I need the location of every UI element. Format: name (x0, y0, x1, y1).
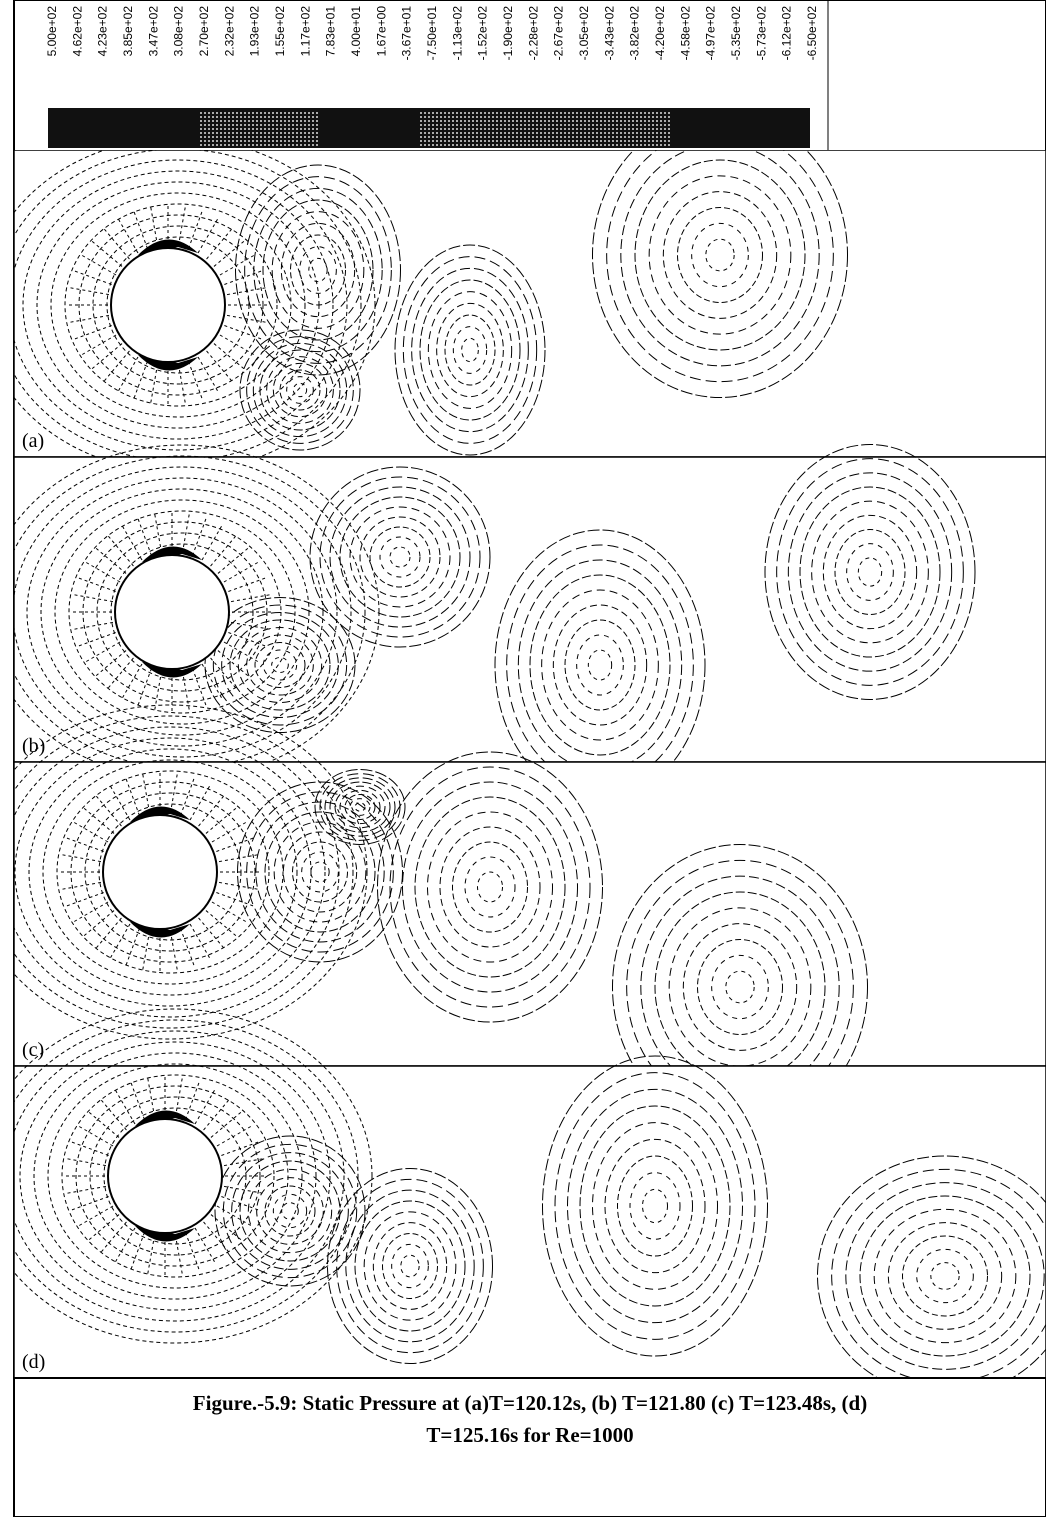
colorbar-label: 3.08e+02 (172, 6, 186, 57)
colorbar-label: -3.82e+02 (628, 6, 642, 61)
colorbar-label: -2.67e+02 (552, 6, 566, 61)
colorbar-label: -3.05e+02 (577, 6, 591, 61)
panel (0, 113, 1046, 473)
contour-plots (0, 113, 1046, 1397)
colorbar-label: 5.00e+02 (45, 6, 59, 57)
colorbar-label: 7.83e+01 (324, 6, 338, 57)
colorbar-label: 4.62e+02 (70, 6, 84, 57)
caption-line: T=125.16s for Re=1000 (426, 1423, 633, 1447)
colorbar-label: -4.97e+02 (704, 6, 718, 61)
colorbar-label: 4.23e+02 (96, 6, 110, 57)
panel (0, 445, 1046, 801)
colorbar-label: 2.70e+02 (197, 6, 211, 57)
cylinder (115, 555, 229, 669)
colorbar-label: 2.32e+02 (222, 6, 236, 57)
caption-line: Figure.-5.9: Static Pressure at (a)T=120… (193, 1391, 867, 1415)
colorbar-label: -1.13e+02 (450, 6, 464, 61)
colorbar-label: 1.55e+02 (273, 6, 287, 57)
colorbar-label: 1.93e+02 (248, 6, 262, 57)
colorbar-label: 4.00e+01 (349, 6, 363, 57)
colorbar-label: -2.28e+02 (526, 6, 540, 61)
colorbar-texture (420, 110, 670, 146)
colorbar-label: 3.85e+02 (121, 6, 135, 57)
colorbar-label: -1.90e+02 (501, 6, 515, 61)
colorbar-label: -6.12e+02 (780, 6, 794, 61)
panel-label: (b) (22, 735, 45, 757)
cylinder (103, 815, 217, 929)
colorbar-label: -4.58e+02 (678, 6, 692, 61)
colorbar-label: -7.50e+01 (425, 6, 439, 61)
colorbar-label: -3.67e+01 (400, 6, 414, 61)
colorbar-label: -4.20e+02 (653, 6, 667, 61)
cylinder (108, 1119, 222, 1233)
panel (0, 1009, 1046, 1396)
colorbar-label: -3.43e+02 (602, 6, 616, 61)
page: 5.00e+02 4.62e+02 4.23e+02 3.85e+02 3.47e+02… (0, 0, 1046, 1517)
colorbar-label: -1.52e+02 (476, 6, 490, 61)
colorbar-label: 3.47e+02 (146, 6, 160, 57)
panel-label: (a) (22, 430, 44, 452)
colorbar-label: 1.67e+00 (374, 6, 388, 57)
colorbar-texture (200, 110, 320, 146)
colorbar-label: -5.73e+02 (754, 6, 768, 61)
colorbar-label: 1.17e+02 (298, 6, 312, 57)
figure: 5.00e+02 4.62e+02 4.23e+02 3.85e+02 3.47e+02… (0, 0, 1046, 1517)
panel-label: (c) (22, 1039, 44, 1061)
cylinder (111, 248, 225, 362)
colorbar-label: -5.35e+02 (729, 6, 743, 61)
colorbar-label: -6.50e+02 (805, 6, 819, 61)
panel-label: (d) (22, 1351, 45, 1373)
